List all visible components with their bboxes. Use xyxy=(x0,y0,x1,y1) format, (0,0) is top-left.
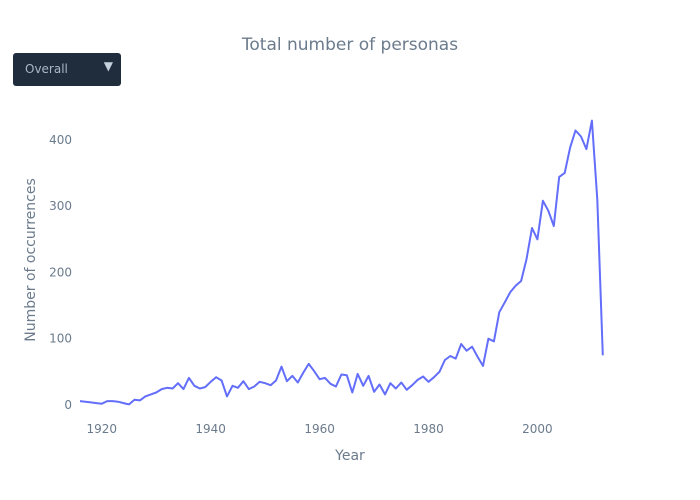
series-dropdown[interactable]: Overall ▼ xyxy=(13,53,121,86)
chart-title: Total number of personas xyxy=(241,35,458,55)
y-tick-label: 100 xyxy=(49,332,72,346)
y-axis: 0 100 200 300 400 xyxy=(49,133,72,412)
y-tick-label: 200 xyxy=(49,265,72,279)
x-tick-label: 1920 xyxy=(87,422,118,436)
x-tick-label: 1960 xyxy=(304,422,335,436)
x-tick-label: 2000 xyxy=(522,422,553,436)
x-axis: 1920 1940 1960 1980 2000 xyxy=(87,422,553,436)
y-tick-label: 400 xyxy=(49,133,72,147)
chevron-down-icon: ▼ xyxy=(103,59,113,73)
y-tick-label: 0 xyxy=(64,398,72,412)
dropdown-selected-label: Overall xyxy=(25,62,68,76)
y-tick-label: 300 xyxy=(49,199,72,213)
x-axis-title: Year xyxy=(334,448,365,464)
x-tick-label: 1940 xyxy=(195,422,226,436)
series-line xyxy=(79,119,604,406)
x-tick-label: 1980 xyxy=(413,422,444,436)
y-axis-title: Number of occurrences xyxy=(23,178,39,342)
